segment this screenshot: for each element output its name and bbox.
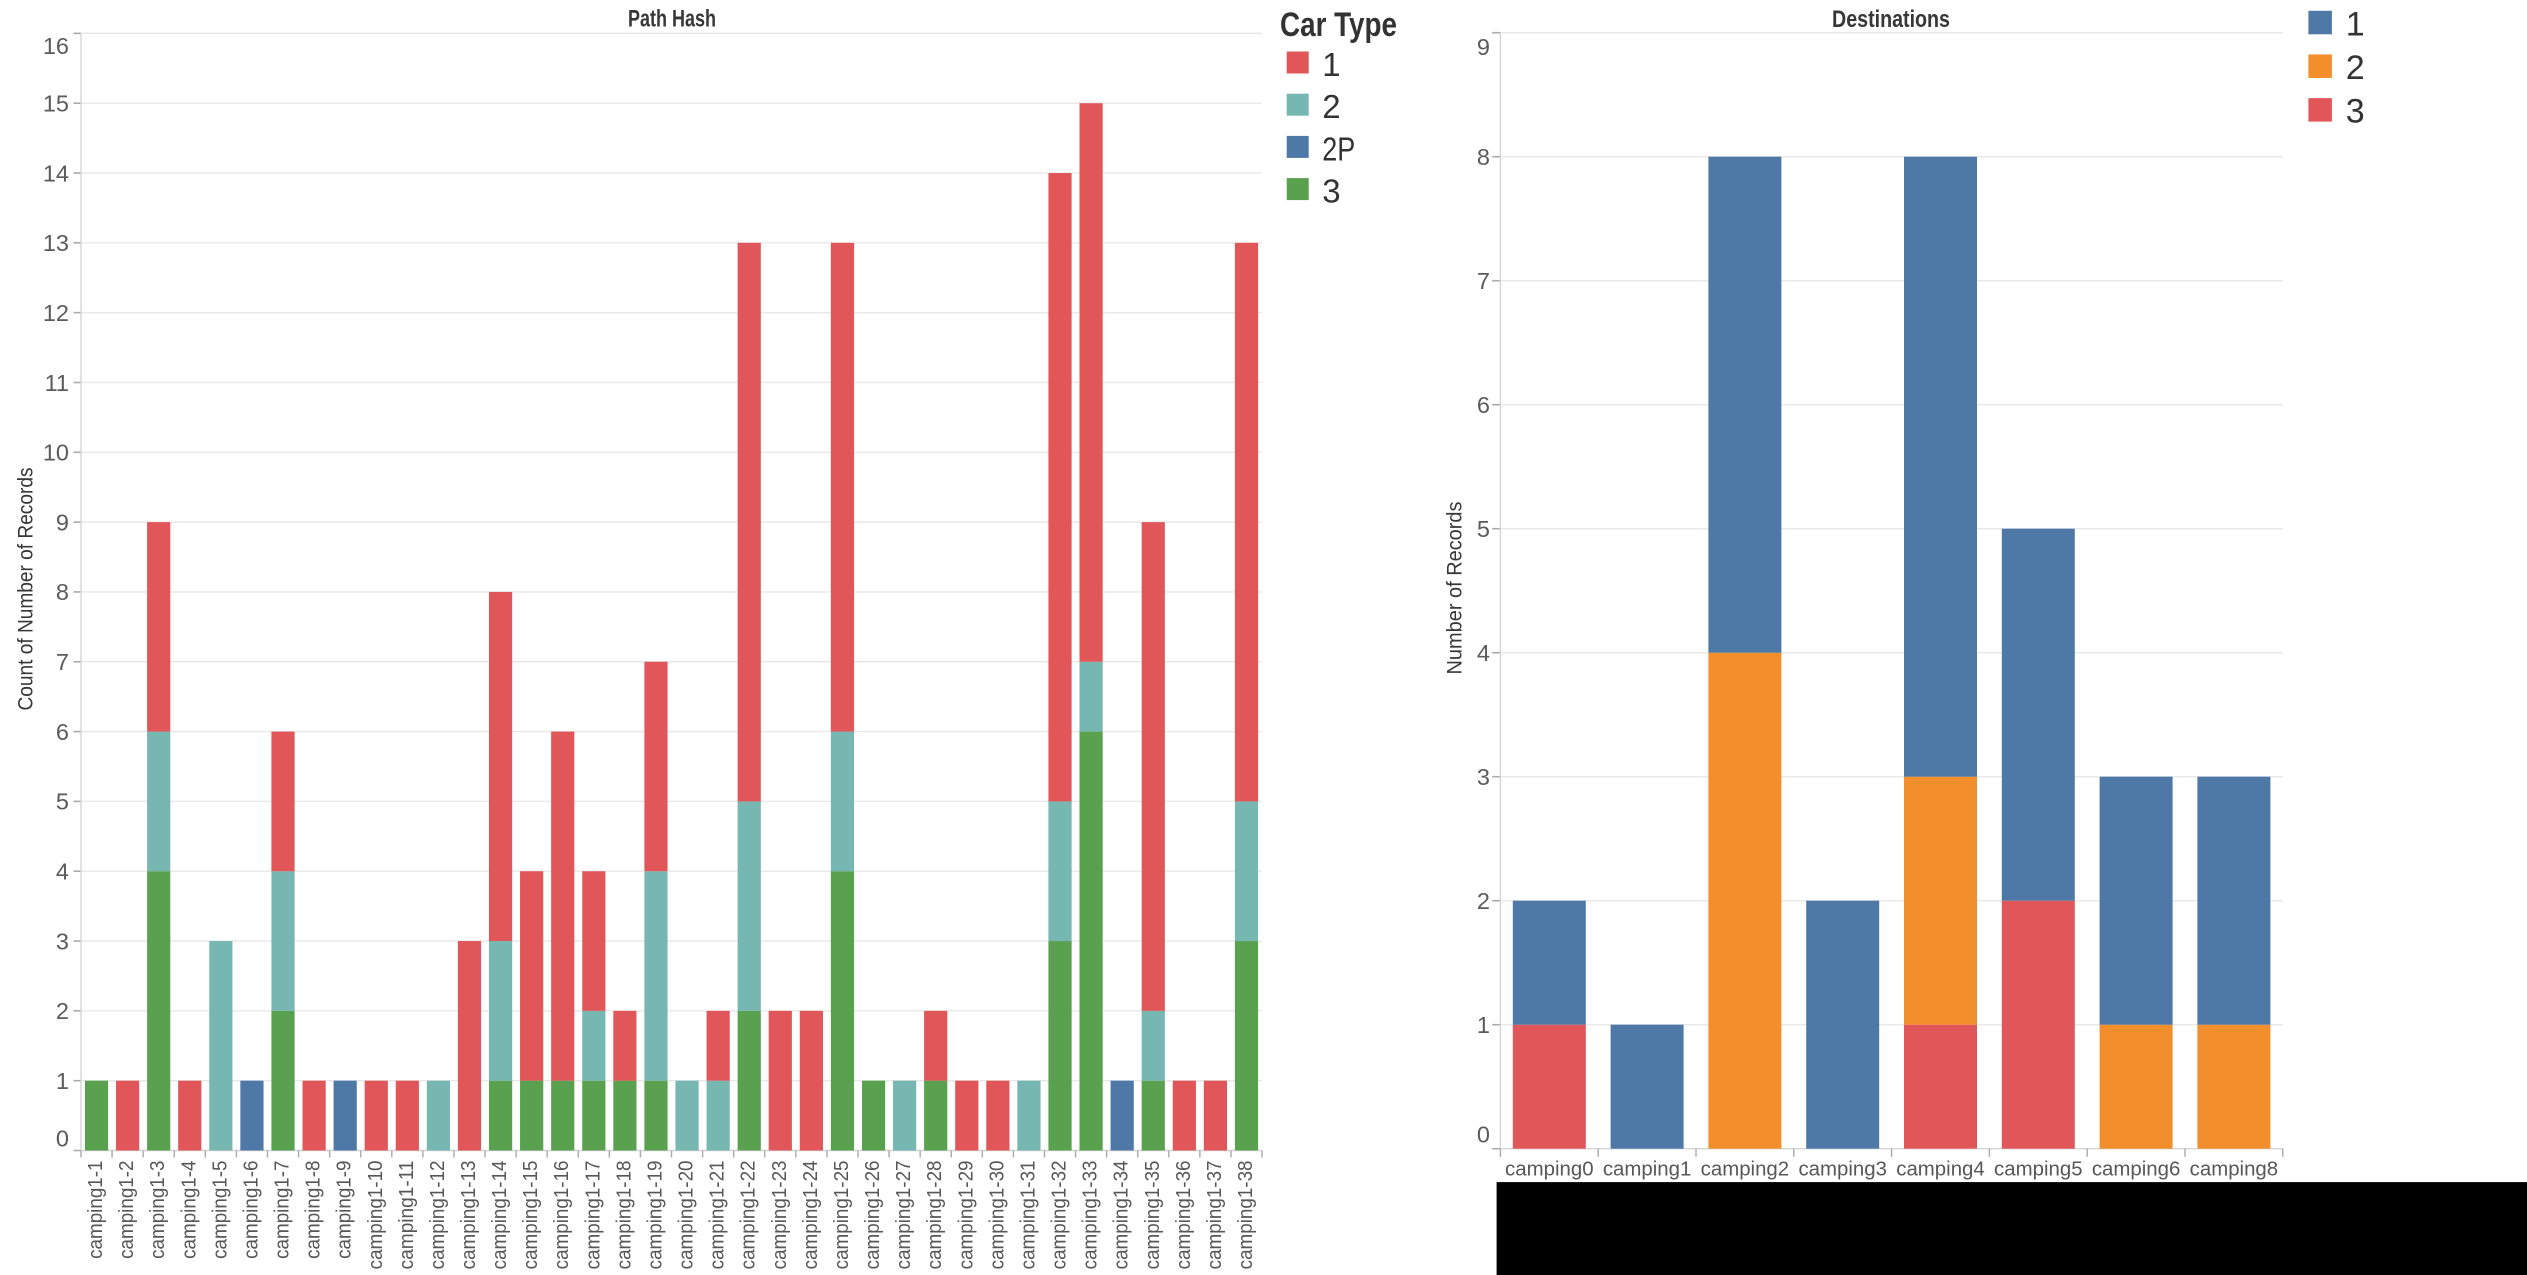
svg-text:10: 10 bbox=[43, 440, 69, 466]
svg-text:6: 6 bbox=[56, 719, 69, 745]
svg-text:5: 5 bbox=[1477, 516, 1490, 542]
svg-text:14: 14 bbox=[43, 160, 69, 186]
svg-text:camping1-34: camping1-34 bbox=[1110, 1161, 1133, 1270]
svg-text:camping1-36: camping1-36 bbox=[1172, 1161, 1195, 1270]
svg-text:3: 3 bbox=[1322, 173, 1340, 210]
svg-text:2: 2 bbox=[1477, 888, 1490, 914]
svg-text:camping0: camping0 bbox=[1505, 1157, 1594, 1180]
svg-text:3: 3 bbox=[2346, 93, 2365, 131]
svg-text:camping1-3: camping1-3 bbox=[146, 1161, 169, 1259]
svg-text:camping1-13: camping1-13 bbox=[457, 1161, 480, 1270]
svg-text:2P: 2P bbox=[1322, 130, 1355, 167]
svg-text:camping8: camping8 bbox=[2190, 1157, 2279, 1180]
svg-text:camping6: camping6 bbox=[2092, 1157, 2181, 1180]
svg-text:camping1-9: camping1-9 bbox=[333, 1161, 356, 1259]
svg-text:camping1-2: camping1-2 bbox=[115, 1161, 138, 1259]
svg-text:9: 9 bbox=[1477, 34, 1490, 60]
svg-text:camping1-7: camping1-7 bbox=[271, 1161, 294, 1259]
svg-text:3: 3 bbox=[1477, 764, 1490, 790]
svg-text:camping1-15: camping1-15 bbox=[519, 1161, 542, 1270]
svg-text:camping1-10: camping1-10 bbox=[364, 1161, 387, 1270]
svg-text:camping1-33: camping1-33 bbox=[1079, 1161, 1102, 1270]
svg-text:camping1-24: camping1-24 bbox=[799, 1161, 822, 1270]
svg-text:1: 1 bbox=[1322, 46, 1340, 83]
svg-text:16: 16 bbox=[43, 33, 69, 59]
svg-text:camping1-5: camping1-5 bbox=[208, 1161, 231, 1259]
svg-text:camping1-17: camping1-17 bbox=[581, 1161, 604, 1270]
svg-text:5: 5 bbox=[56, 789, 69, 815]
svg-text:camping1-26: camping1-26 bbox=[861, 1161, 884, 1270]
svg-text:camping1-4: camping1-4 bbox=[177, 1161, 200, 1259]
svg-text:Count of Number of Records: Count of Number of Records bbox=[15, 468, 38, 711]
svg-text:camping1-32: camping1-32 bbox=[1048, 1161, 1071, 1270]
svg-text:4: 4 bbox=[56, 859, 69, 885]
svg-text:11: 11 bbox=[45, 370, 69, 396]
svg-text:camping1-14: camping1-14 bbox=[488, 1161, 511, 1270]
svg-text:camping1: camping1 bbox=[1603, 1157, 1692, 1180]
svg-text:camping1-21: camping1-21 bbox=[706, 1161, 729, 1270]
svg-text:4: 4 bbox=[1477, 640, 1490, 666]
svg-text:camping3: camping3 bbox=[1798, 1157, 1887, 1180]
svg-text:camping1-11: camping1-11 bbox=[395, 1161, 418, 1270]
svg-text:Car Type: Car Type bbox=[1280, 6, 1397, 44]
svg-text:camping1-27: camping1-27 bbox=[892, 1161, 915, 1270]
svg-text:1: 1 bbox=[1477, 1012, 1490, 1038]
svg-text:7: 7 bbox=[1477, 268, 1490, 294]
svg-text:0: 0 bbox=[56, 1125, 69, 1151]
svg-text:camping1-18: camping1-18 bbox=[612, 1161, 635, 1270]
svg-text:1: 1 bbox=[56, 1068, 69, 1094]
svg-text:2: 2 bbox=[2346, 49, 2365, 87]
svg-text:2: 2 bbox=[56, 998, 69, 1024]
svg-text:1: 1 bbox=[2346, 5, 2365, 43]
svg-text:0: 0 bbox=[1477, 1122, 1490, 1148]
svg-text:camping1-30: camping1-30 bbox=[985, 1161, 1008, 1270]
svg-text:camping2: camping2 bbox=[1701, 1157, 1790, 1180]
svg-text:13: 13 bbox=[43, 230, 69, 256]
svg-text:camping1-31: camping1-31 bbox=[1016, 1161, 1039, 1270]
svg-text:camping1-28: camping1-28 bbox=[923, 1161, 946, 1270]
svg-text:15: 15 bbox=[43, 91, 69, 117]
svg-text:camping1-35: camping1-35 bbox=[1141, 1161, 1164, 1270]
svg-text:camping1-8: camping1-8 bbox=[302, 1161, 325, 1259]
svg-text:camping1-38: camping1-38 bbox=[1234, 1161, 1257, 1270]
svg-text:camping1-20: camping1-20 bbox=[675, 1161, 698, 1270]
svg-text:7: 7 bbox=[56, 649, 69, 675]
svg-text:6: 6 bbox=[1477, 392, 1490, 418]
svg-text:camping4: camping4 bbox=[1896, 1157, 1985, 1180]
svg-text:8: 8 bbox=[1477, 144, 1490, 170]
svg-text:camping1-23: camping1-23 bbox=[768, 1161, 791, 1270]
svg-text:8: 8 bbox=[56, 579, 69, 605]
svg-text:3: 3 bbox=[56, 928, 69, 954]
svg-text:camping1-37: camping1-37 bbox=[1203, 1161, 1226, 1270]
svg-text:Number of Records: Number of Records bbox=[1444, 502, 1467, 675]
svg-text:camping1-12: camping1-12 bbox=[426, 1161, 449, 1270]
svg-text:2: 2 bbox=[1322, 88, 1340, 125]
svg-text:9: 9 bbox=[56, 509, 69, 535]
svg-text:camping1-19: camping1-19 bbox=[643, 1161, 666, 1270]
svg-text:camping5: camping5 bbox=[1994, 1157, 2083, 1180]
svg-text:camping1-6: camping1-6 bbox=[239, 1161, 262, 1259]
svg-text:camping1-22: camping1-22 bbox=[737, 1161, 760, 1270]
svg-text:camping1-25: camping1-25 bbox=[830, 1161, 853, 1270]
svg-text:camping1-29: camping1-29 bbox=[954, 1161, 977, 1270]
svg-text:camping1-16: camping1-16 bbox=[550, 1161, 573, 1270]
svg-text:12: 12 bbox=[43, 300, 69, 326]
svg-text:Destinations: Destinations bbox=[1832, 6, 1950, 33]
svg-text:camping1-1: camping1-1 bbox=[84, 1161, 107, 1259]
svg-text:Path Hash: Path Hash bbox=[628, 5, 716, 32]
